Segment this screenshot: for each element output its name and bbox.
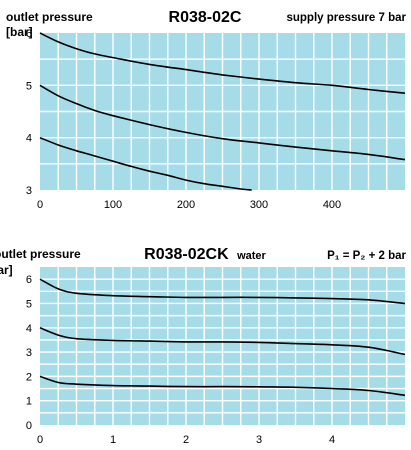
- chart-1-x-tick-label: 0: [37, 199, 43, 211]
- chart-2-ylabel-line1: outlet pressure: [0, 247, 81, 261]
- chart-2-x-tick-label: 2: [183, 434, 189, 446]
- chart-1-x-tick-label: 200: [177, 199, 195, 211]
- chart-1-x-ticks: 0 100 200 300 400: [37, 199, 341, 211]
- chart-2-x-tick-label: 1: [110, 434, 116, 446]
- chart-2-y-tick-label: 5: [26, 298, 32, 310]
- chart-1-ylabel-line2: [bar]: [6, 25, 33, 39]
- chart-1-y-tick-label: 3: [26, 185, 32, 197]
- chart-2-y-ticks: 0 1 2 3 4 5 6: [26, 274, 32, 432]
- chart-2-y-tick-label: 3: [26, 347, 32, 359]
- chart-2-y-tick-label: 2: [26, 371, 32, 383]
- chart-1-y-tick-label: 6: [26, 28, 32, 40]
- chart-2-x-ticks: 0 1 2 3 4: [37, 434, 335, 446]
- chart-2-title-suffix: water: [236, 250, 266, 262]
- chart-2-title-group: R038-02CK water: [144, 246, 266, 263]
- chart-1-y-tick-label: 5: [26, 80, 32, 92]
- chart-1-series-line-2: [39, 84, 406, 161]
- chart-2: outlet pressure [bar] R038-02CK water P₁…: [0, 246, 407, 446]
- chart-2-series-line-3: [39, 375, 406, 397]
- chart-2-annotation: P₁ = P₂ + 2 bar: [327, 250, 406, 262]
- chart-2-y-tick-label: 1: [26, 396, 32, 408]
- chart-1-series: [39, 32, 406, 191]
- chart-1-series-line-1: [39, 32, 406, 94]
- chart-1-annotation: supply pressure 7 bar: [286, 12, 406, 24]
- chart-2-gridlines: [40, 267, 405, 425]
- chart-2-x-tick-label: 3: [256, 434, 262, 446]
- chart-2-series-line-2: [39, 327, 406, 356]
- chart-2-series-line-1: [39, 278, 406, 305]
- chart-2-y-tick-label: 0: [26, 420, 32, 432]
- chart-2-y-tick-label: 4: [26, 323, 32, 335]
- chart-2-x-tick-label: 0: [37, 434, 43, 446]
- chart-1-title: R038-02C: [169, 9, 242, 26]
- chart-1-x-tick-label: 300: [250, 199, 268, 211]
- chart-2-y-tick-label: 6: [26, 274, 32, 286]
- chart-1: outlet pressure [bar] R038-02C supply pr…: [6, 9, 407, 211]
- chart-1-x-tick-label: 100: [104, 199, 122, 211]
- chart-2-series: [39, 278, 406, 397]
- chart-2-title: R038-02CK: [144, 246, 229, 263]
- chart-2-x-tick-label: 4: [329, 434, 335, 446]
- chart-1-series-line-3: [39, 136, 252, 191]
- chart-1-x-tick-label: 400: [323, 199, 341, 211]
- chart-1-gridlines: [40, 33, 405, 190]
- chart-1-y-tick-label: 4: [26, 133, 32, 145]
- chart-1-y-ticks: 3 4 5 6: [26, 28, 32, 197]
- chart-2-ylabel-line2: [bar]: [0, 263, 13, 277]
- chart-1-ylabel-line1: outlet pressure: [6, 10, 93, 24]
